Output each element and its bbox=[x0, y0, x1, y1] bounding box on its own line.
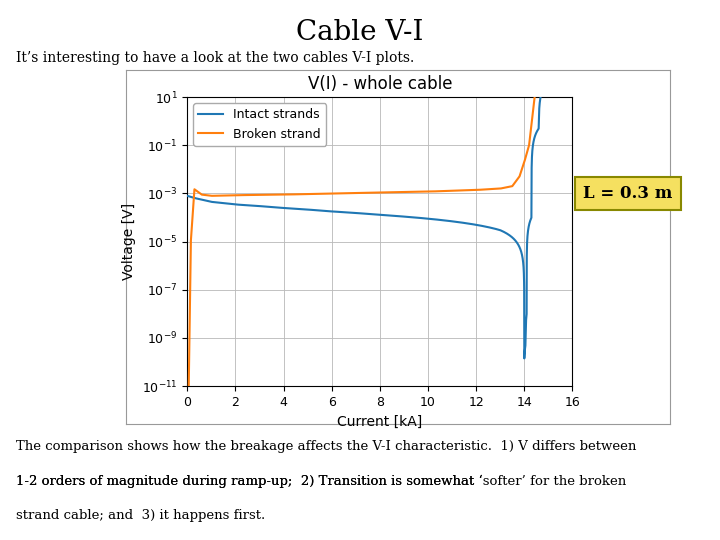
Text: L = 0.3 m: L = 0.3 m bbox=[583, 185, 672, 202]
Line: Broken strand: Broken strand bbox=[187, 80, 572, 482]
Title: V(I) - whole cable: V(I) - whole cable bbox=[307, 75, 452, 93]
Intact strands bbox=[183, 193, 192, 199]
Intact strands bbox=[544, 77, 553, 84]
Intact strands bbox=[253, 202, 261, 209]
Intact strands bbox=[414, 214, 423, 221]
Broken strand bbox=[532, 77, 541, 84]
Legend: Intact strands, Broken strand: Intact strands, Broken strand bbox=[194, 104, 326, 146]
Intact strands bbox=[520, 355, 528, 362]
Broken strand bbox=[568, 77, 577, 84]
Line: Intact strands: Intact strands bbox=[187, 80, 572, 359]
Broken strand bbox=[253, 192, 261, 198]
Intact strands bbox=[500, 228, 508, 235]
Text: Cable V-I: Cable V-I bbox=[297, 19, 423, 46]
Text: The comparison shows how the breakage affects the V-I characteristic.  1) V diff: The comparison shows how the breakage af… bbox=[16, 440, 636, 453]
Intact strands bbox=[433, 217, 442, 223]
Broken strand bbox=[500, 185, 508, 191]
Intact strands bbox=[470, 221, 479, 228]
Intact strands bbox=[330, 208, 338, 215]
Text: 1-2 orders of magnitude during ramp-up;  2) Transition is somewhat ‘softer’ for : 1-2 orders of magnitude during ramp-up; … bbox=[16, 475, 626, 489]
Y-axis label: Voltage [V]: Voltage [V] bbox=[122, 203, 136, 280]
Broken strand bbox=[433, 188, 442, 194]
Text: It’s interesting to have a look at the two cables V-I plots.: It’s interesting to have a look at the t… bbox=[16, 51, 414, 65]
Broken strand bbox=[414, 188, 423, 195]
Broken strand bbox=[470, 187, 479, 193]
Broken strand bbox=[183, 479, 192, 485]
Intact strands bbox=[568, 77, 577, 84]
X-axis label: Current [kA]: Current [kA] bbox=[337, 414, 423, 428]
Broken strand bbox=[330, 190, 338, 197]
Text: 1-2 orders of magnitude during ramp-up;  2) Transition is somewhat ‘: 1-2 orders of magnitude during ramp-up; … bbox=[16, 475, 482, 489]
Text: strand cable; and  3) it happens first.: strand cable; and 3) it happens first. bbox=[16, 509, 265, 522]
